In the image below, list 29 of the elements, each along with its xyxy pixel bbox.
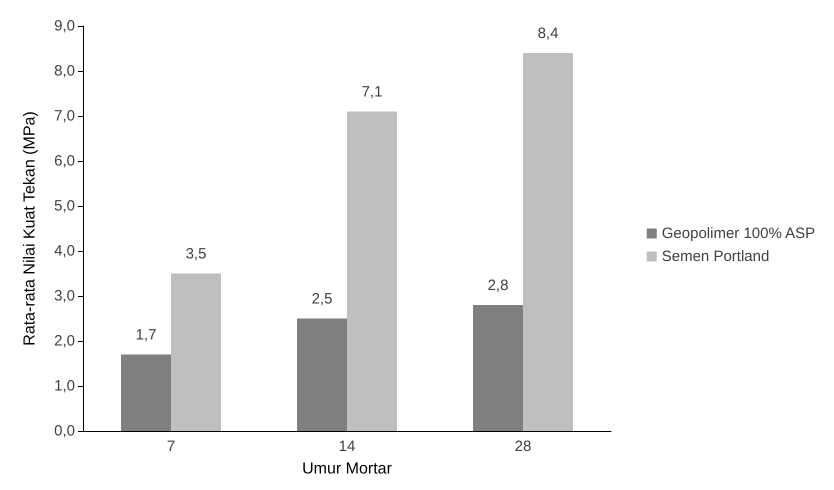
y-tick-label: 2,0 [54, 332, 75, 350]
bar [473, 305, 523, 431]
bar [347, 112, 397, 431]
legend-label: Geopolimer 100% ASP [662, 225, 816, 242]
y-tick-label: 6,0 [54, 152, 75, 170]
y-tick-label: 8,0 [54, 62, 75, 80]
data-label: 2,5 [312, 290, 332, 308]
y-tick-label: 9,0 [54, 18, 75, 34]
y-axis-title: Rata-rata Nilai Kuat Tekan (MPa) [22, 111, 38, 346]
x-tick-label: 7 [166, 438, 176, 455]
y-tick-label: 1,0 [54, 378, 75, 394]
bar [121, 354, 171, 431]
bar [297, 318, 347, 431]
y-tick-label: 0,0 [54, 422, 75, 440]
x-axis-title: Umur Mortar [302, 460, 393, 478]
bar [523, 53, 573, 431]
data-label: 8,4 [538, 25, 558, 42]
data-label: 3,5 [186, 246, 206, 262]
data-label: 2,8 [488, 277, 508, 294]
data-label: 1,7 [136, 326, 156, 344]
y-tick-label: 7,0 [54, 108, 75, 124]
y-tick-label: 3,0 [54, 288, 75, 304]
x-tick-label: 14 [338, 438, 356, 455]
legend-label: Semen Portland [662, 248, 770, 265]
bar [171, 274, 221, 431]
data-label: 7,1 [362, 84, 382, 100]
y-tick-label: 4,0 [54, 242, 75, 260]
x-tick-label: 28 [514, 438, 532, 455]
y-tick-label: 5,0 [54, 198, 75, 214]
